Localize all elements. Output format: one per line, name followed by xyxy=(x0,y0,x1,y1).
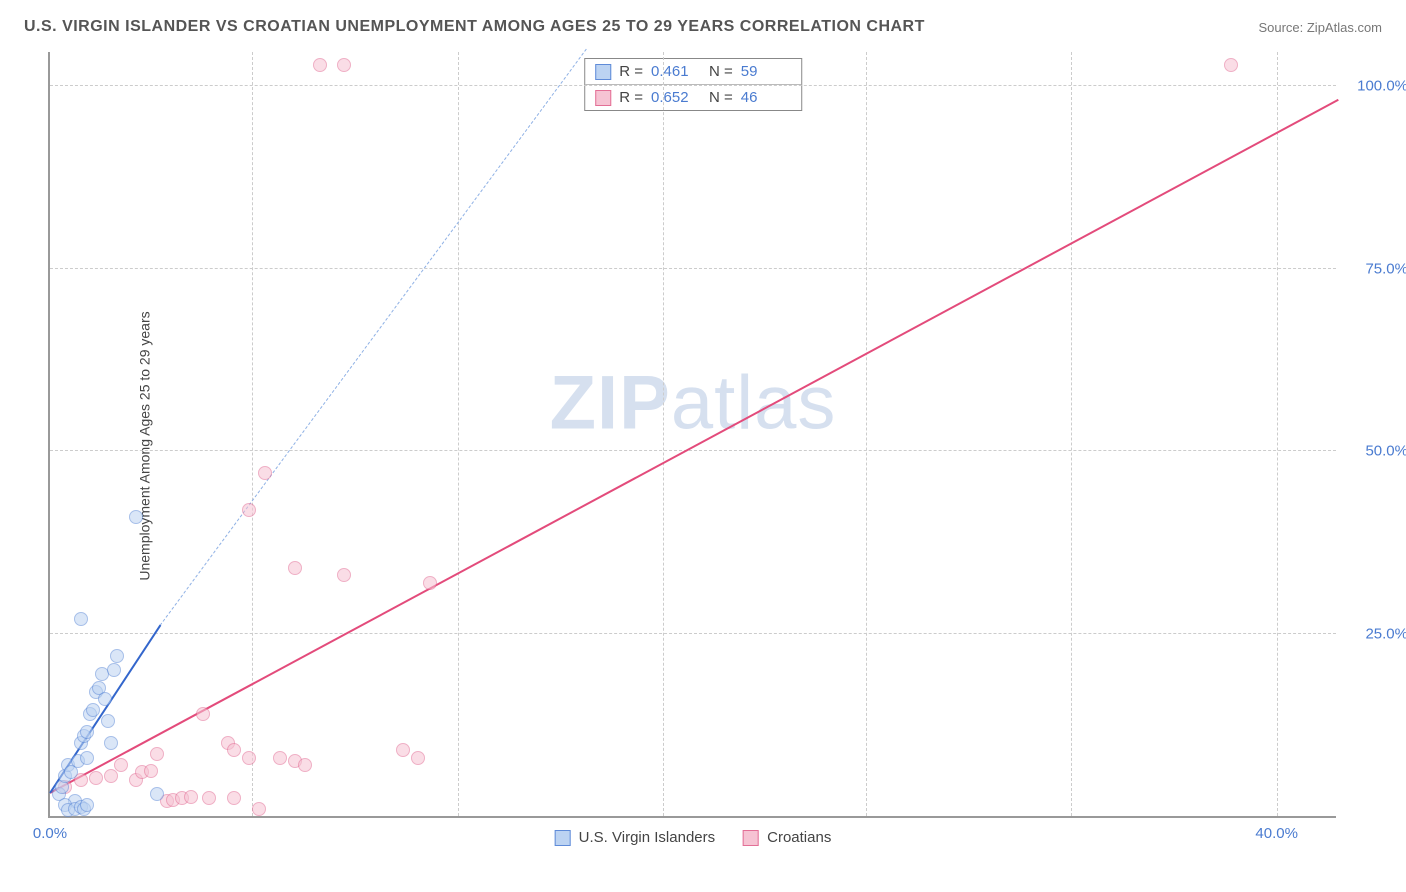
gridline-vertical xyxy=(458,52,459,816)
data-point-croatian xyxy=(411,751,425,765)
data-point-croatian xyxy=(150,747,164,761)
legend-item-croatian: Croatians xyxy=(743,829,831,846)
data-point-croatian xyxy=(114,758,128,772)
data-point-croatian xyxy=(337,568,351,582)
data-point-croatian xyxy=(144,764,158,778)
data-point-usvi xyxy=(110,649,124,663)
trend-line xyxy=(50,99,1339,794)
data-point-usvi xyxy=(86,703,100,717)
gridline-horizontal xyxy=(50,268,1336,269)
y-tick-label: 25.0% xyxy=(1344,625,1406,642)
data-point-croatian xyxy=(202,791,216,805)
chart-title: U.S. VIRGIN ISLANDER VS CROATIAN UNEMPLO… xyxy=(24,18,925,36)
swatch-croatian-icon xyxy=(743,830,759,846)
data-point-croatian xyxy=(423,576,437,590)
data-point-usvi xyxy=(104,736,118,750)
data-point-croatian xyxy=(396,743,410,757)
data-point-usvi xyxy=(80,751,94,765)
data-point-croatian xyxy=(337,58,351,72)
gridline-horizontal xyxy=(50,633,1336,634)
data-point-croatian xyxy=(288,561,302,575)
legend-item-usvi: U.S. Virgin Islanders xyxy=(555,829,715,846)
data-point-croatian xyxy=(227,791,241,805)
gridline-vertical xyxy=(866,52,867,816)
gridline-vertical xyxy=(1277,52,1278,816)
data-point-croatian xyxy=(313,58,327,72)
y-tick-label: 50.0% xyxy=(1344,443,1406,460)
data-point-croatian xyxy=(252,802,266,816)
data-point-croatian xyxy=(258,466,272,480)
data-point-usvi xyxy=(80,798,94,812)
data-point-usvi xyxy=(129,510,143,524)
source-label: Source: ZipAtlas.com xyxy=(1258,20,1382,35)
scatter-plot: ZIPatlas R = 0.461 N = 59 R = 0.652 N = … xyxy=(48,52,1336,818)
data-point-usvi xyxy=(101,714,115,728)
data-point-croatian xyxy=(298,758,312,772)
data-point-croatian xyxy=(1224,58,1238,72)
gridline-vertical xyxy=(1071,52,1072,816)
stats-row-usvi: R = 0.461 N = 59 xyxy=(585,59,801,84)
data-point-croatian xyxy=(89,771,103,785)
data-point-usvi xyxy=(107,663,121,677)
y-tick-label: 100.0% xyxy=(1344,78,1406,95)
watermark: ZIPatlas xyxy=(550,360,837,447)
stats-row-croatian: R = 0.652 N = 46 xyxy=(585,84,801,110)
data-point-croatian xyxy=(242,503,256,517)
y-tick-label: 75.0% xyxy=(1344,260,1406,277)
data-point-croatian xyxy=(184,790,198,804)
data-point-usvi xyxy=(150,787,164,801)
data-point-croatian xyxy=(227,743,241,757)
gridline-horizontal xyxy=(50,85,1336,86)
swatch-usvi xyxy=(595,64,611,80)
data-point-usvi xyxy=(74,612,88,626)
data-point-usvi xyxy=(98,692,112,706)
swatch-croatian xyxy=(595,90,611,106)
gridline-vertical xyxy=(663,52,664,816)
swatch-usvi-icon xyxy=(555,830,571,846)
data-point-croatian xyxy=(242,751,256,765)
series-legend: U.S. Virgin Islanders Croatians xyxy=(555,829,832,846)
data-point-croatian xyxy=(196,707,210,721)
gridline-horizontal xyxy=(50,450,1336,451)
x-tick-label: 0.0% xyxy=(33,825,67,842)
gridline-vertical xyxy=(252,52,253,816)
data-point-croatian xyxy=(273,751,287,765)
x-tick-label: 40.0% xyxy=(1255,825,1298,842)
data-point-usvi xyxy=(80,725,94,739)
